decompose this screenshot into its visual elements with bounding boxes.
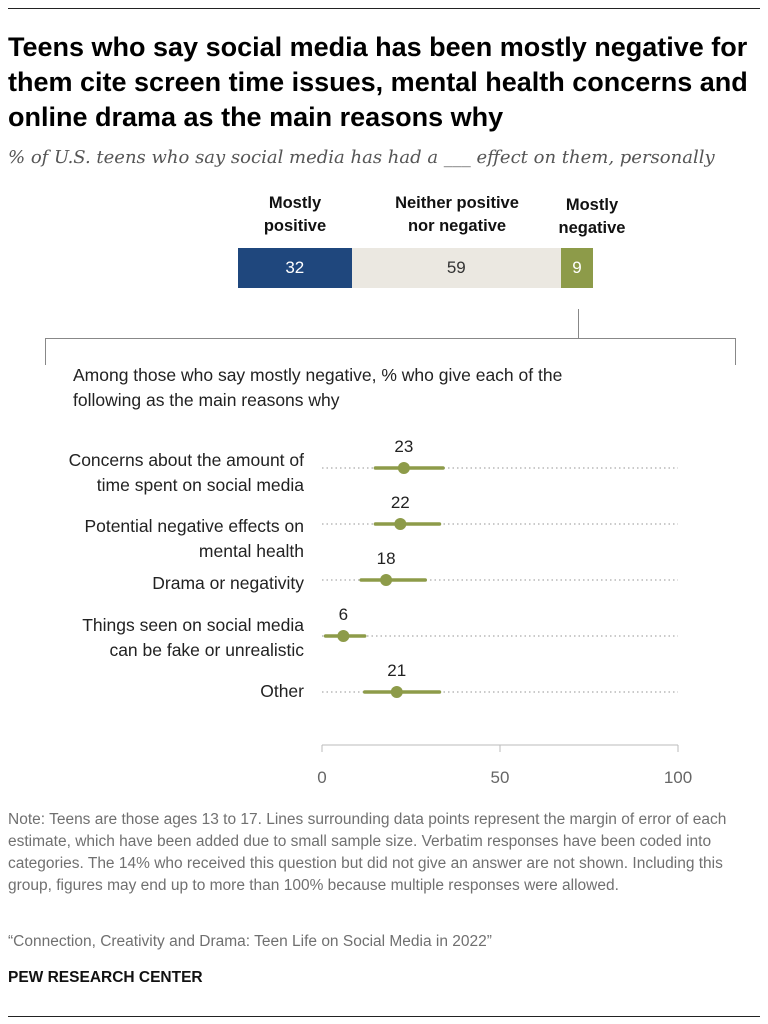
- chart-source: “Connection, Creativity and Drama: Teen …: [8, 933, 492, 950]
- bar-value-positive: 32: [285, 258, 305, 277]
- segment-label-neither: Neither positive nor negative: [395, 194, 519, 235]
- data-point-mental-health: [394, 518, 407, 530]
- dot-chart-title: Among those who say mostly negative, % w…: [73, 365, 563, 410]
- x-tick-label-0: 0: [317, 768, 326, 787]
- data-label-fake: 6: [339, 605, 348, 624]
- category-label-other: Other: [260, 681, 304, 701]
- segment-label-negative: Mostly negative: [558, 196, 626, 237]
- bracket-right-arm: [735, 338, 736, 365]
- chart-note: Note: Teens are those ages 13 to 17. Lin…: [8, 811, 727, 894]
- data-point-time-spent: [397, 462, 410, 474]
- category-label-fake: Things seen on social media can be fake …: [82, 615, 304, 660]
- data-point-fake: [337, 630, 350, 642]
- top-rule: [8, 8, 760, 9]
- data-label-time-spent: 23: [394, 437, 413, 456]
- bracket-stem: [578, 309, 579, 338]
- bar-value-neither: 59: [446, 258, 466, 277]
- data-label-mental-health: 22: [391, 493, 410, 512]
- data-point-drama: [380, 574, 393, 586]
- bracket-left-arm: [45, 338, 46, 365]
- category-label-drama: Drama or negativity: [152, 573, 304, 593]
- brand-label: PEW RESEARCH CENTER: [8, 969, 203, 986]
- category-label-mental-health: Potential negative effects on mental hea…: [84, 516, 304, 561]
- x-tick-label-50: 50: [491, 768, 510, 787]
- bottom-rule: [8, 1016, 760, 1017]
- bracket-bar: [45, 338, 735, 339]
- data-point-other: [390, 686, 403, 698]
- data-label-drama: 18: [377, 549, 396, 568]
- category-label-time-spent: Concerns about the amount of time spent …: [68, 450, 304, 495]
- chart-title: Teens who say social media has been most…: [8, 32, 748, 132]
- bar-value-negative: 9: [572, 258, 582, 277]
- x-tick-label-100: 100: [664, 768, 692, 787]
- chart-subtitle: % of U.S. teens who say social media has…: [8, 147, 715, 168]
- bar-segment-negative: 9: [561, 248, 593, 288]
- bar-segment-positive: 32: [238, 248, 352, 288]
- data-label-other: 21: [387, 661, 406, 680]
- bar-segment-neither: 59: [351, 248, 562, 288]
- segment-label-positive: Mostly positive: [263, 194, 327, 235]
